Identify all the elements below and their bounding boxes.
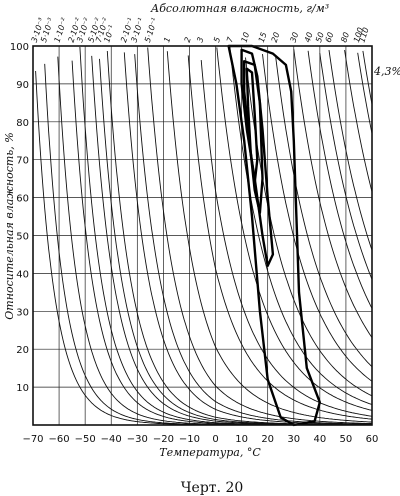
x-tick-label: 30 — [287, 434, 300, 445]
x-tick-label: −20 — [153, 434, 174, 445]
annotation-label: 4,3% — [373, 65, 400, 78]
plot-frame — [32, 45, 373, 426]
y-tick-label: 20 — [16, 345, 29, 356]
humidity-curve — [357, 52, 373, 134]
x-tick-label: −60 — [49, 434, 70, 445]
top-tick-label: 20 — [270, 31, 282, 43]
contour-line — [243, 60, 264, 214]
top-tick-label: 1 — [162, 36, 172, 44]
top-tick-labels: 3·10⁻³5·10⁻³1·10⁻²2·10⁻²3·10⁻²5·10⁻²7·10… — [30, 16, 371, 44]
y-tick-labels: 10 20 30 40 50 60 70 80 90 100 — [10, 42, 29, 394]
top-tick-label: 7 — [225, 35, 235, 43]
x-tick-labels: −70 −60 −50 −40 −30 −20 −10 0 10 20 30 40 50 60 — [22, 434, 378, 445]
x-axis-label: Температура, °C — [159, 446, 261, 459]
humidity-curve — [319, 53, 373, 280]
y-tick-label: 60 — [16, 194, 29, 205]
x-tick-label: −40 — [101, 434, 122, 445]
absolute-humidity-curves — [35, 46, 373, 426]
x-tick-label: 50 — [340, 434, 353, 445]
humidity-curve — [44, 63, 372, 426]
humidity-curve — [187, 55, 373, 420]
top-tick-label: 60 — [324, 31, 336, 43]
x-tick-label: 10 — [235, 434, 248, 445]
y-tick-label: 10 — [16, 383, 29, 394]
humidity-curve — [307, 50, 373, 309]
humidity-curve — [362, 50, 373, 105]
humidity-curve — [200, 60, 373, 417]
humidity-curve — [123, 52, 372, 425]
contour-line — [245, 67, 259, 184]
y-tick-label: 100 — [10, 42, 29, 53]
humidity-curve — [147, 47, 372, 424]
humidity-curve — [216, 47, 373, 411]
x-tick-label: 20 — [261, 434, 274, 445]
y-tick-label: 30 — [16, 307, 29, 318]
top-tick-label: 50 — [314, 31, 326, 43]
y-tick-label: 50 — [16, 232, 29, 243]
y-tick-label: 70 — [16, 156, 29, 167]
humidity-curve — [35, 70, 372, 426]
contour-line — [227, 44, 321, 427]
top-tick-label: 3 — [195, 36, 205, 44]
x-tick-label: −70 — [22, 434, 43, 445]
y-axis-label: Относительная влажность, % — [3, 132, 16, 319]
humidity-curve — [262, 54, 373, 382]
top-tick-label: 80 — [339, 31, 351, 43]
humidity-curve — [328, 50, 373, 251]
x-tick-label: 0 — [212, 434, 218, 445]
top-axis-label: Абсолютная влажность, г/м³ — [150, 2, 329, 15]
top-tick-label: 40 — [303, 31, 315, 43]
humidity-curve — [344, 50, 373, 193]
top-tick-label: 100 — [352, 26, 365, 43]
x-tick-label: −10 — [179, 434, 200, 445]
y-tick-label: 80 — [16, 118, 29, 129]
top-tick-label: 5 — [212, 36, 222, 44]
x-tick-label: 40 — [313, 434, 326, 445]
humidity-curve — [57, 56, 372, 426]
y-tick-label: 90 — [16, 80, 29, 91]
top-tick-label: 2 — [183, 36, 193, 44]
x-tick-label: −50 — [75, 434, 96, 445]
y-tick-label: 40 — [16, 269, 29, 280]
top-tick-label: 10 — [240, 31, 252, 43]
humidity-curve — [166, 51, 373, 423]
humidity-curve — [229, 46, 373, 406]
grid — [32, 45, 373, 425]
top-tick-label: 15 — [257, 31, 269, 43]
x-tick-label: 60 — [366, 434, 379, 445]
humidity-curve — [275, 55, 373, 368]
chart-caption: Черт. 20 — [181, 480, 244, 496]
humidity-curve — [293, 49, 373, 338]
contour-lines — [227, 44, 321, 427]
humidity-curve — [134, 54, 372, 425]
x-tick-label: −30 — [127, 434, 148, 445]
humidity-curve — [245, 57, 373, 397]
humidity-curve — [71, 60, 372, 426]
top-tick-label: 110 — [357, 26, 370, 43]
humidity-curve — [99, 58, 372, 426]
top-tick-label: 30 — [289, 31, 301, 43]
